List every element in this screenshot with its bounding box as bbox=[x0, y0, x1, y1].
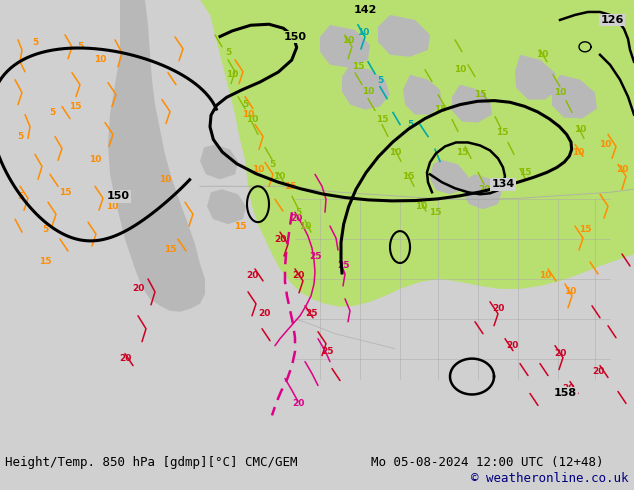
Text: 10: 10 bbox=[539, 271, 551, 280]
Text: 10: 10 bbox=[554, 88, 566, 97]
Text: 10: 10 bbox=[342, 36, 354, 46]
Text: 5: 5 bbox=[17, 132, 23, 141]
Text: 15: 15 bbox=[68, 102, 81, 111]
Text: 5: 5 bbox=[242, 100, 248, 109]
Text: 10: 10 bbox=[454, 65, 466, 74]
Polygon shape bbox=[463, 174, 502, 209]
Polygon shape bbox=[378, 15, 430, 57]
Text: 15: 15 bbox=[496, 128, 508, 137]
Text: 20: 20 bbox=[258, 309, 270, 318]
Text: 5: 5 bbox=[49, 108, 55, 117]
Text: 20: 20 bbox=[274, 235, 286, 244]
Polygon shape bbox=[320, 25, 370, 68]
Text: 25: 25 bbox=[321, 347, 334, 356]
Text: 10: 10 bbox=[273, 172, 285, 181]
Text: 10: 10 bbox=[252, 165, 264, 174]
Text: Height/Temp. 850 hPa [gdmp][°C] CMC/GEM: Height/Temp. 850 hPa [gdmp][°C] CMC/GEM bbox=[5, 456, 297, 469]
Text: 15: 15 bbox=[376, 115, 388, 124]
Text: 10: 10 bbox=[242, 110, 254, 119]
Text: 5: 5 bbox=[42, 224, 48, 234]
Text: 20: 20 bbox=[478, 185, 490, 194]
Text: 5: 5 bbox=[77, 42, 83, 51]
Text: 10: 10 bbox=[574, 125, 586, 134]
Text: 15: 15 bbox=[164, 245, 176, 253]
Text: 20: 20 bbox=[616, 165, 628, 174]
Text: 10: 10 bbox=[536, 50, 548, 59]
Text: 15: 15 bbox=[402, 172, 414, 181]
Text: 20: 20 bbox=[246, 271, 258, 280]
Text: 10: 10 bbox=[357, 28, 369, 37]
Text: 25: 25 bbox=[309, 251, 321, 261]
Polygon shape bbox=[515, 55, 558, 99]
Text: 15: 15 bbox=[284, 182, 296, 191]
Text: 10: 10 bbox=[415, 202, 427, 211]
Text: 10: 10 bbox=[572, 148, 584, 157]
Text: 10: 10 bbox=[246, 115, 258, 124]
Polygon shape bbox=[430, 159, 468, 194]
Text: 10: 10 bbox=[299, 221, 311, 231]
Text: 158: 158 bbox=[553, 389, 576, 398]
Text: Mo 05-08-2024 12:00 UTC (12+48): Mo 05-08-2024 12:00 UTC (12+48) bbox=[371, 456, 604, 469]
Polygon shape bbox=[452, 85, 492, 122]
Text: 10: 10 bbox=[564, 287, 576, 296]
Text: 150: 150 bbox=[283, 32, 306, 42]
Text: 15: 15 bbox=[352, 62, 365, 71]
Text: 20: 20 bbox=[132, 284, 144, 294]
Text: 10: 10 bbox=[362, 87, 374, 96]
Text: 20: 20 bbox=[492, 304, 504, 313]
Text: 20: 20 bbox=[292, 399, 304, 408]
Text: 15: 15 bbox=[434, 105, 446, 114]
Text: 15: 15 bbox=[456, 148, 469, 157]
Text: 134: 134 bbox=[491, 179, 515, 189]
Text: 10: 10 bbox=[226, 70, 238, 79]
Text: 20: 20 bbox=[290, 214, 302, 222]
Text: 20: 20 bbox=[592, 367, 604, 376]
Text: 10: 10 bbox=[158, 175, 171, 184]
Polygon shape bbox=[552, 74, 597, 119]
Text: 10: 10 bbox=[89, 155, 101, 164]
Text: 15: 15 bbox=[39, 257, 51, 267]
Text: 15: 15 bbox=[519, 168, 531, 177]
Text: 20: 20 bbox=[292, 271, 304, 280]
Text: 5: 5 bbox=[295, 208, 301, 217]
Text: 5: 5 bbox=[269, 160, 275, 169]
Text: 20: 20 bbox=[554, 349, 566, 358]
Text: 5: 5 bbox=[407, 120, 413, 129]
Text: 5: 5 bbox=[377, 76, 383, 85]
Text: 10: 10 bbox=[389, 148, 401, 157]
Text: 10: 10 bbox=[94, 55, 106, 64]
Text: 20: 20 bbox=[562, 384, 574, 393]
Polygon shape bbox=[0, 0, 205, 312]
Polygon shape bbox=[207, 189, 246, 224]
Text: 150: 150 bbox=[107, 191, 129, 201]
Text: 25: 25 bbox=[306, 309, 318, 318]
Text: 15: 15 bbox=[59, 188, 71, 197]
Text: 10: 10 bbox=[598, 140, 611, 149]
Text: © weatheronline.co.uk: © weatheronline.co.uk bbox=[472, 472, 629, 485]
Polygon shape bbox=[403, 74, 442, 115]
Text: 142: 142 bbox=[353, 5, 377, 15]
Polygon shape bbox=[200, 145, 238, 179]
Text: 20: 20 bbox=[506, 341, 518, 350]
Text: 20: 20 bbox=[119, 354, 131, 363]
Text: 15: 15 bbox=[474, 90, 486, 99]
Text: 126: 126 bbox=[600, 15, 624, 25]
Text: 5: 5 bbox=[32, 38, 38, 48]
Text: 15: 15 bbox=[429, 208, 441, 217]
Text: 5: 5 bbox=[17, 192, 23, 201]
Text: 5: 5 bbox=[225, 49, 231, 57]
Text: 15: 15 bbox=[234, 221, 246, 231]
Text: 15: 15 bbox=[579, 224, 592, 234]
Text: 10: 10 bbox=[106, 202, 118, 211]
Polygon shape bbox=[342, 65, 390, 110]
Polygon shape bbox=[200, 0, 634, 307]
Text: 25: 25 bbox=[338, 262, 350, 270]
